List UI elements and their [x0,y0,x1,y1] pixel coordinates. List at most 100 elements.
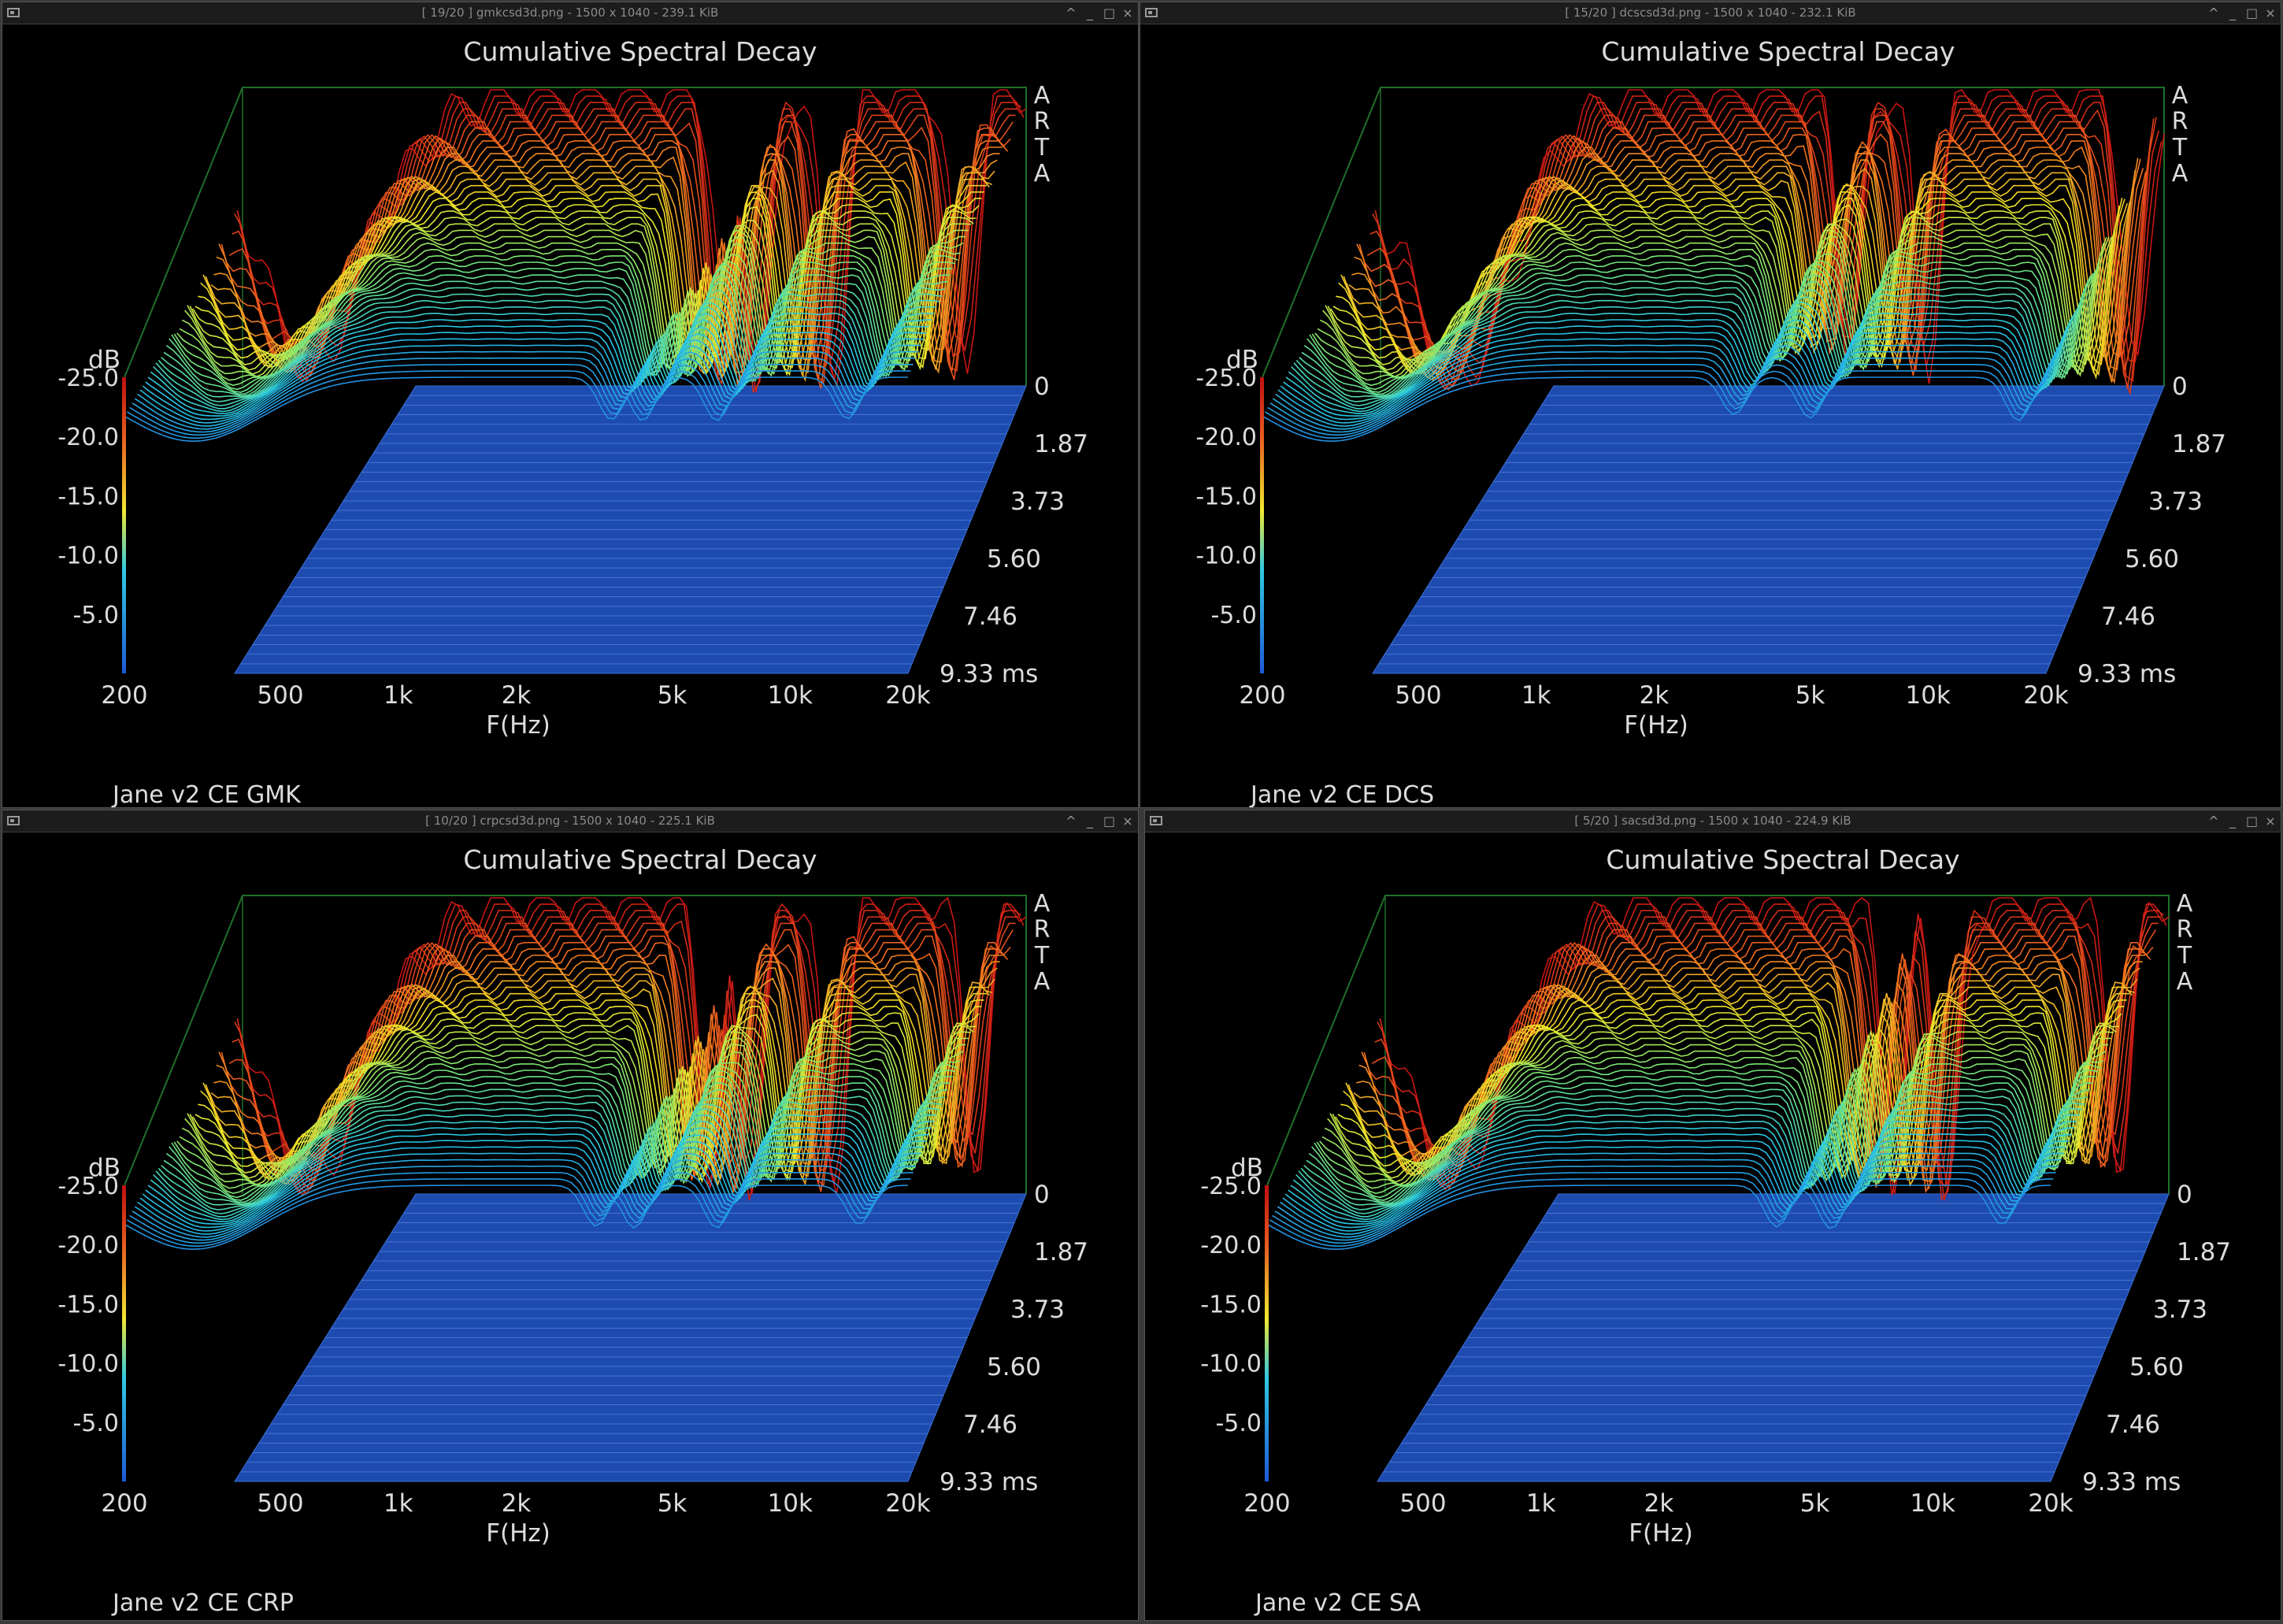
maximize-button[interactable]: □ [1103,6,1116,20]
y-tick-label: -5.0 [1215,1410,1262,1437]
decay-slice-line [165,1082,951,1203]
decay-slice-line [1347,986,2133,1188]
window-menu-icon[interactable] [1145,8,1158,17]
decay-slice-line [1290,1127,2075,1222]
x-tick-label: 2k [1640,681,1670,710]
color-scale-bar [1265,1185,1269,1481]
y-tick-label: -25.0 [1200,1173,1262,1200]
chart-title: Cumulative Spectral Decay [1606,844,1959,875]
decay-slice-line [1325,223,2110,375]
decay-slice-line [147,1127,932,1222]
decay-slice-line [1306,268,2092,393]
decay-slice-line [134,1159,919,1238]
z-tick-label: 5.60 [2125,545,2179,573]
y-tick-label: -5.0 [72,602,119,629]
maximize-button[interactable]: □ [2246,814,2259,829]
maximize-button[interactable]: □ [2246,6,2259,20]
decay-slice-line [1327,1037,2111,1186]
watermark-letter: A [1034,968,1051,996]
minimize-button[interactable]: _ [1087,814,1093,829]
decay-slice-line [187,1031,972,1183]
decay-slice-line [153,306,937,410]
decay-slice-line [1350,980,2135,1183]
title-bar[interactable]: [ 15/20 ] dcscsd3d.png - 1500 x 1040 - 2… [1140,2,2281,24]
decay-slice-line [1345,992,2129,1181]
title-bar[interactable]: [ 10/20 ] crpcsd3d.png - 1500 x 1040 - 2… [2,810,1138,832]
x-axis-label: F(Hz) [1624,711,1688,740]
decay-slice-line [1293,299,2078,406]
x-axis-label: F(Hz) [486,1519,550,1548]
window-menu-icon[interactable] [7,816,20,825]
watermark-letter: T [2177,942,2192,970]
close-button[interactable]: × [2265,814,2276,829]
window-menu-icon[interactable] [1150,816,1162,825]
minimize-button[interactable]: _ [1087,6,1093,20]
z-tick-label: 9.33 ms [940,660,1038,688]
decay-slice-line [1282,1146,2067,1232]
close-button[interactable]: × [1122,814,1133,829]
decay-slice-line [1280,332,2065,421]
watermark-letter: A [2172,160,2188,187]
decay-slice-line [1366,121,2152,388]
decay-slice-line [1272,1171,2056,1244]
decay-slice-line [139,338,925,424]
decay-slice-line [1351,159,2137,380]
minimize-button[interactable]: _ [2229,6,2236,20]
decay-slice-line [1311,1076,2096,1201]
decay-slice-line [1266,1185,2051,1250]
decay-slice-line [1314,1070,2099,1199]
chart-title: Cumulative Spectral Decay [463,36,817,67]
title-bar[interactable]: [ 19/20 ] gmkcsd3d.png - 1500 x 1040 - 2… [2,2,1138,24]
decay-slice-line [1274,1165,2059,1241]
x-tick-label: 200 [101,1489,147,1518]
decay-slice-line [1280,1152,2064,1235]
minimize-button[interactable]: _ [2229,814,2236,829]
image-viewer-window[interactable]: [ 5/20 ] sacsd3d.png - 1500 x 1040 - 224… [1144,810,2281,1621]
decay-slice-line [145,1133,929,1225]
decay-slice-line [1381,903,2167,1201]
close-button[interactable]: × [1122,6,1133,20]
decay-slice-line [1277,1159,2062,1238]
decay-slice-line [1361,133,2147,373]
shade-button[interactable]: ^ [2208,814,2219,829]
decay-slice-line [1298,1107,2083,1214]
window-title: [ 5/20 ] sacsd3d.png - 1500 x 1040 - 224… [1574,814,1851,828]
y-tick-label: -20.0 [57,424,119,451]
x-tick-label: 20k [2028,1489,2073,1518]
x-tick-label: 5k [1800,1489,1830,1518]
decay-slice-line [171,1070,956,1199]
decay-slice-line [1300,1101,2085,1211]
close-button[interactable]: × [2265,6,2276,20]
x-tick-label: 500 [257,681,303,710]
z-tick-label: 1.87 [1034,430,1088,458]
image-viewer-window[interactable]: [ 19/20 ] gmkcsd3d.png - 1500 x 1040 - 2… [2,2,1139,808]
title-bar[interactable]: [ 5/20 ] sacsd3d.png - 1500 x 1040 - 224… [1145,810,2281,832]
shade-button[interactable]: ^ [1066,814,1077,829]
x-tick-label: 1k [384,1489,413,1518]
z-tick-label: 0 [1034,373,1050,401]
decay-slice-line [1285,319,2070,414]
shade-button[interactable]: ^ [1066,6,1077,20]
y-tick-label: -25.0 [57,1173,119,1200]
image-viewer-window[interactable]: [ 10/20 ] crpcsd3d.png - 1500 x 1040 - 2… [2,810,1139,1621]
watermark-letter: T [1034,942,1050,970]
decay-slice-line [124,1185,909,1250]
x-tick-label: 10k [1906,681,1951,710]
decay-slice-line [1288,1133,2072,1225]
decay-slice-line [150,1121,935,1221]
z-tick-label: 5.60 [2129,1353,2184,1381]
image-viewer-window[interactable]: [ 15/20 ] dcscsd3d.png - 1500 x 1040 - 2… [1140,2,2281,808]
shade-button[interactable]: ^ [2208,6,2219,20]
decay-slice-line [218,146,1003,373]
x-tick-label: 10k [768,1489,813,1518]
y-tick-label: -5.0 [1210,602,1257,629]
axis-frame [124,895,1027,1194]
decay-slice-line [205,178,990,380]
maximize-button[interactable]: □ [1103,814,1116,829]
window-menu-icon[interactable] [7,8,20,17]
decay-slice-line [137,1152,921,1235]
decay-slice-line [1267,363,2052,436]
